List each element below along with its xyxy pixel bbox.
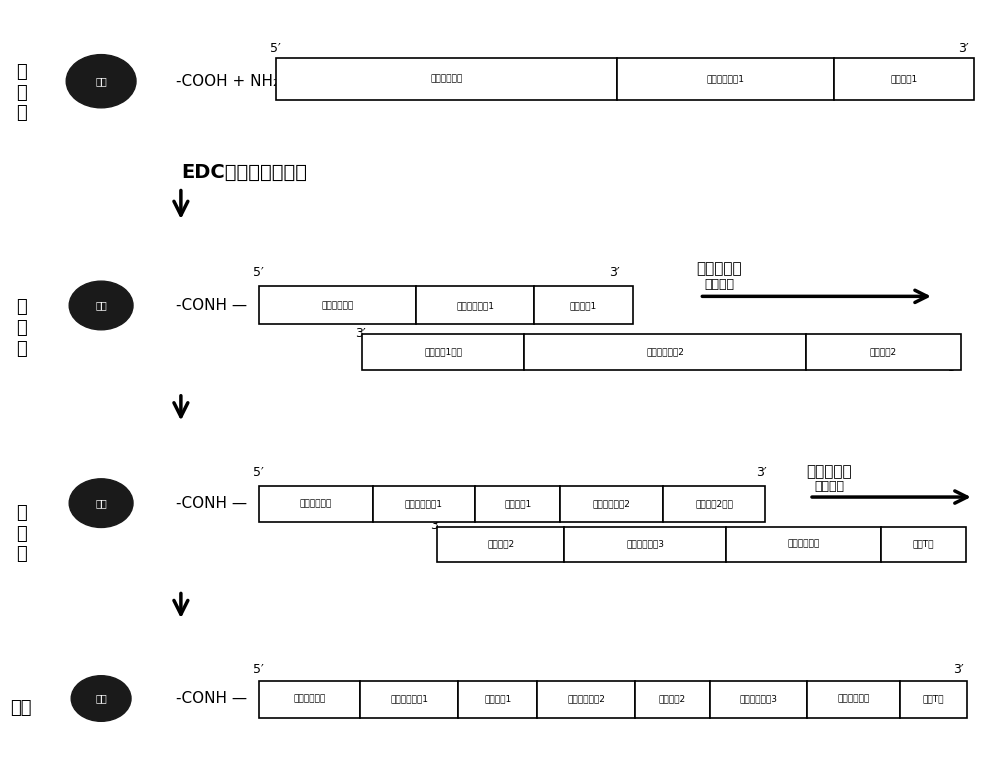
Text: 接头序列2: 接头序列2 xyxy=(659,695,686,703)
Text: 第
一
轮: 第 一 轮 xyxy=(16,63,27,122)
Text: 5′: 5′ xyxy=(253,266,264,278)
Text: -CONH —: -CONH — xyxy=(176,298,247,313)
Text: 5′: 5′ xyxy=(253,664,264,677)
Text: 接头序列1: 接头序列1 xyxy=(570,301,597,310)
Text: 3′: 3′ xyxy=(958,42,969,55)
FancyBboxPatch shape xyxy=(807,681,900,717)
Text: -COOH + NH₂ —: -COOH + NH₂ — xyxy=(176,74,299,89)
FancyBboxPatch shape xyxy=(276,59,617,100)
FancyBboxPatch shape xyxy=(806,333,961,370)
Text: 接头序列2互补: 接头序列2互补 xyxy=(695,500,733,508)
Text: 接头序列1: 接头序列1 xyxy=(504,500,531,508)
Text: 细胞标签序列3: 细胞标签序列3 xyxy=(740,695,778,703)
FancyBboxPatch shape xyxy=(259,681,360,717)
Text: 细胞标签序列1: 细胞标签序列1 xyxy=(456,301,494,310)
Text: 磁珠: 磁珠 xyxy=(95,498,107,508)
Text: ＰＣＲ合成: ＰＣＲ合成 xyxy=(697,262,742,276)
Text: 多聚T尾: 多聚T尾 xyxy=(913,539,934,549)
Circle shape xyxy=(69,281,133,330)
Text: 接头序列2: 接头序列2 xyxy=(870,347,897,356)
Text: EDC催化酰胺化反应: EDC催化酰胺化反应 xyxy=(181,163,307,182)
Text: 细胞标签序列2: 细胞标签序列2 xyxy=(593,500,631,508)
Text: 5′: 5′ xyxy=(270,42,281,55)
Text: 细胞标签序列1: 细胞标签序列1 xyxy=(706,75,744,84)
FancyBboxPatch shape xyxy=(524,333,806,370)
Text: 通用引物序列: 通用引物序列 xyxy=(299,500,332,508)
Text: 多聚T尾: 多聚T尾 xyxy=(923,695,944,703)
FancyBboxPatch shape xyxy=(416,286,534,324)
Circle shape xyxy=(69,479,133,527)
Text: 接头序列2: 接头序列2 xyxy=(487,539,514,549)
FancyBboxPatch shape xyxy=(710,681,807,717)
Text: 通用引物序列: 通用引物序列 xyxy=(293,695,326,703)
FancyBboxPatch shape xyxy=(437,526,564,562)
Text: 磁珠: 磁珠 xyxy=(95,76,107,86)
Text: 分子标签序列: 分子标签序列 xyxy=(787,539,820,549)
FancyBboxPatch shape xyxy=(564,526,726,562)
FancyBboxPatch shape xyxy=(373,486,475,522)
Text: 5′: 5′ xyxy=(253,465,264,479)
Text: 细胞标签序列1: 细胞标签序列1 xyxy=(390,695,428,703)
FancyBboxPatch shape xyxy=(617,59,834,100)
Text: 通用引物序列: 通用引物序列 xyxy=(430,75,462,84)
Text: 接头序列1: 接头序列1 xyxy=(484,695,511,703)
FancyBboxPatch shape xyxy=(834,59,974,100)
FancyBboxPatch shape xyxy=(362,333,524,370)
Text: 通用引物序列: 通用引物序列 xyxy=(321,301,354,310)
FancyBboxPatch shape xyxy=(560,486,663,522)
Text: 合成方向: 合成方向 xyxy=(704,278,734,291)
Text: 磁珠: 磁珠 xyxy=(95,301,107,311)
Text: 分子标签序列: 分子标签序列 xyxy=(838,695,870,703)
Text: 接头序列1互补: 接头序列1互补 xyxy=(424,347,462,356)
FancyBboxPatch shape xyxy=(635,681,710,717)
FancyBboxPatch shape xyxy=(881,526,966,562)
Text: 合成方向: 合成方向 xyxy=(814,480,844,493)
Text: 3′: 3′ xyxy=(430,519,441,532)
FancyBboxPatch shape xyxy=(726,526,881,562)
Circle shape xyxy=(71,676,131,721)
FancyBboxPatch shape xyxy=(259,286,416,324)
FancyBboxPatch shape xyxy=(458,681,537,717)
Text: 细胞标签序列2: 细胞标签序列2 xyxy=(646,347,684,356)
FancyBboxPatch shape xyxy=(259,486,373,522)
Circle shape xyxy=(66,55,136,108)
FancyBboxPatch shape xyxy=(475,486,560,522)
Text: 细胞标签序列2: 细胞标签序列2 xyxy=(567,695,605,703)
FancyBboxPatch shape xyxy=(900,681,967,717)
FancyBboxPatch shape xyxy=(537,681,635,717)
Text: 5′: 5′ xyxy=(948,361,959,374)
Text: 3′: 3′ xyxy=(756,465,767,479)
Text: 细胞标签序列1: 细胞标签序列1 xyxy=(405,500,443,508)
Text: 第
三
轮: 第 三 轮 xyxy=(16,504,27,563)
Text: -CONH —: -CONH — xyxy=(176,691,247,706)
Text: ＰＣＲ合成: ＰＣＲ合成 xyxy=(806,464,852,478)
Text: 3′: 3′ xyxy=(953,664,964,677)
Text: 接头序列1: 接头序列1 xyxy=(890,75,917,84)
Text: 3′: 3′ xyxy=(355,327,366,340)
Text: 第
二
轮: 第 二 轮 xyxy=(16,298,27,358)
Text: 细胞标签序列3: 细胞标签序列3 xyxy=(626,539,664,549)
FancyBboxPatch shape xyxy=(534,286,633,324)
FancyBboxPatch shape xyxy=(360,681,458,717)
FancyBboxPatch shape xyxy=(663,486,765,522)
Text: 5′: 5′ xyxy=(953,552,964,565)
Text: -CONH —: -CONH — xyxy=(176,496,247,510)
Text: 成品: 成品 xyxy=(11,700,32,717)
Text: 磁珠: 磁珠 xyxy=(95,694,107,703)
Text: 3′: 3′ xyxy=(609,266,620,278)
